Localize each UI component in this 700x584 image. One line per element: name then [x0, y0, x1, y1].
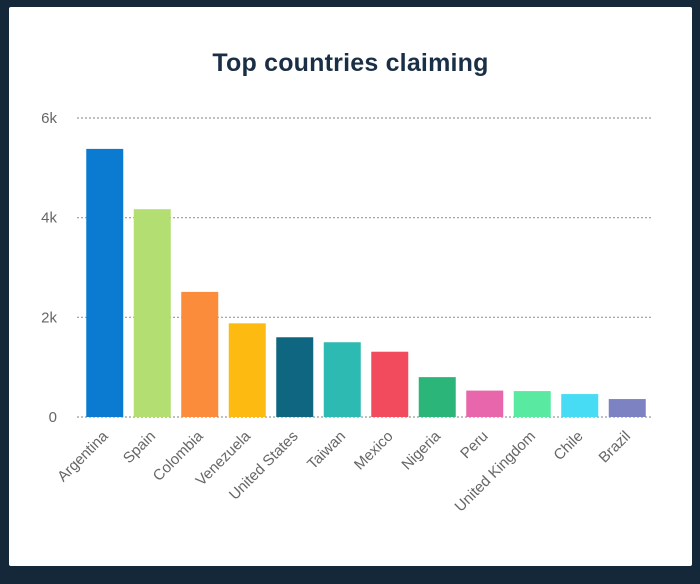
bar-united-states[interactable]	[276, 337, 314, 417]
bar-argentina[interactable]	[86, 148, 124, 417]
bar-spain[interactable]	[133, 209, 171, 417]
bar-colombia[interactable]	[181, 291, 219, 417]
bar-venezuela[interactable]	[228, 323, 266, 417]
x-tick-label: Mexico	[351, 428, 397, 474]
x-tick-label: Argentina	[54, 427, 112, 485]
bar-nigeria[interactable]	[418, 377, 456, 417]
chart-title: Top countries claiming	[212, 49, 489, 77]
bar-taiwan[interactable]	[323, 342, 361, 417]
x-tick-label: United Kingdom	[452, 428, 539, 515]
x-tick-label: Taiwan	[304, 428, 349, 473]
bar-peru[interactable]	[466, 390, 504, 417]
y-tick-label: 2k	[41, 309, 57, 326]
chart-card: Top countries claiming 0 2k 4k 6k Argentina S…	[9, 7, 692, 566]
x-tick-label: Brazil	[596, 428, 635, 467]
bar-united-kingdom[interactable]	[513, 391, 551, 417]
x-tick-label: Nigeria	[398, 427, 444, 473]
y-tick-label: 0	[49, 409, 57, 426]
y-tick-label: 4k	[41, 210, 57, 227]
y-tick-label: 6k	[41, 110, 57, 127]
x-tick-label: Peru	[457, 428, 491, 462]
x-tick-label: Chile	[550, 428, 586, 464]
bar-chile[interactable]	[561, 394, 599, 417]
x-tick-label: Spain	[120, 428, 159, 467]
bar-brazil[interactable]	[608, 399, 646, 417]
bar-mexico[interactable]	[371, 351, 409, 417]
